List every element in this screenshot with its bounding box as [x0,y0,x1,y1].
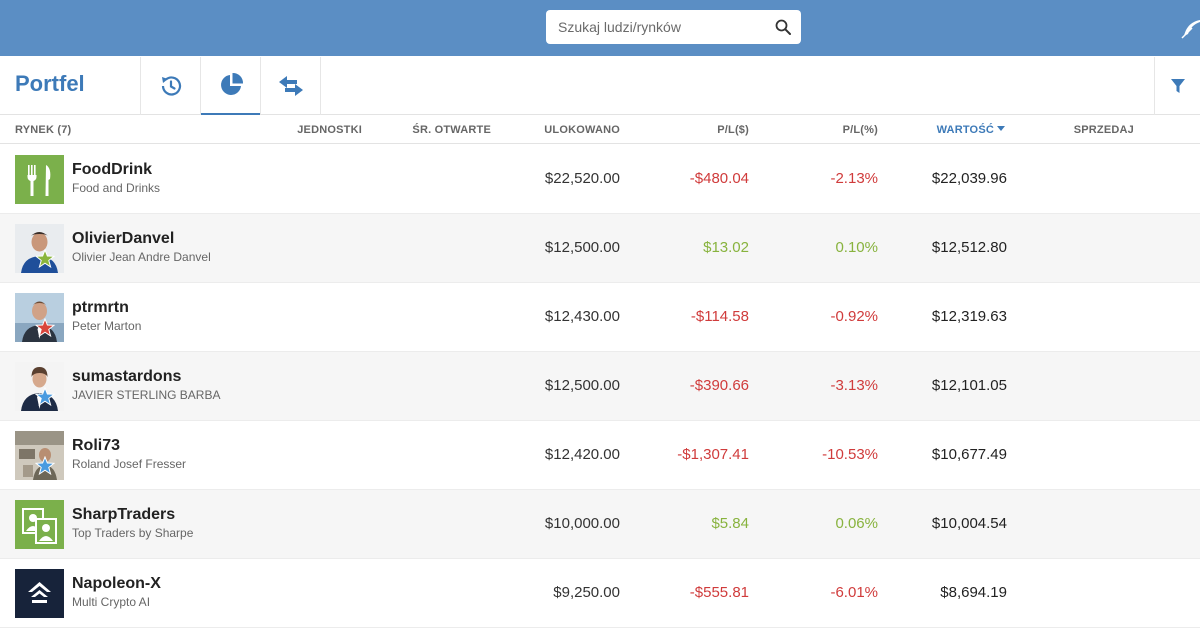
pl-pct-value: -0.92% [830,308,878,325]
tab-allocation[interactable] [201,57,261,115]
table-row[interactable]: Roli73 Roland Josef Fresser $12,420.00 -… [0,421,1200,490]
divider [200,57,201,115]
table-row[interactable]: sumastardons JAVIER STERLING BARBA $12,5… [0,352,1200,421]
row-subtitle: Olivier Jean Andre Danvel [72,250,211,264]
pl-pct-value: 0.06% [835,515,878,532]
total-value: $10,677.49 [931,446,1007,463]
pl-pct-value: -6.01% [830,584,878,601]
table-row[interactable]: SharpTraders Top Traders by Sharpe $10,0… [0,490,1200,559]
column-pl-usd[interactable]: P/L($) [717,124,749,136]
column-market[interactable]: RYNEK (7) [15,124,72,136]
sharp-traders-icon [15,500,64,549]
star-icon [35,387,55,407]
row-subtitle: Food and Drinks [72,181,161,195]
column-sell[interactable]: SPRZEDAJ [1073,124,1134,136]
top-bar [0,0,1200,56]
pl-usd-value: -$1,307.41 [677,446,749,463]
column-invested[interactable]: ULOKOWANO [544,124,620,136]
row-name[interactable]: Napoleon-X [72,575,161,592]
tab-history[interactable] [141,57,201,115]
table-header: RYNEK (7) JEDNOSTKI ŚR. OTWARTE ULOKOWAN… [0,116,1200,144]
sort-desc-icon [997,126,1005,131]
row-subtitle: Peter Marton [72,319,142,333]
invested-value: $9,250.00 [553,584,620,601]
pl-pct-value: 0.10% [835,239,878,256]
column-avg-open[interactable]: ŚR. OTWARTE [412,124,491,136]
swap-arrows-icon [279,76,303,96]
divider [260,57,261,115]
row-name[interactable]: sumastardons [72,368,182,385]
portfolio-table: FoodDrink Food and Drinks $22,520.00 -$4… [0,145,1200,628]
row-subtitle: JAVIER STERLING BARBA [72,388,221,402]
pl-pct-value: -3.13% [830,377,878,394]
row-name[interactable]: ptrmrtn [72,299,129,316]
filter-button[interactable] [1154,57,1200,115]
pl-usd-value: $5.84 [711,515,749,532]
row-subtitle: Multi Crypto AI [72,595,151,609]
total-value: $10,004.54 [931,515,1007,532]
portfolio-toolbar: Portfel [0,57,1200,115]
search-box[interactable] [546,10,801,44]
row-name[interactable]: FoodDrink [72,161,152,178]
page-title: Portfel [15,71,85,96]
divider [140,57,141,115]
pl-usd-value: -$480.04 [689,170,749,187]
pie-chart-icon [221,72,244,95]
total-value: $12,101.05 [931,377,1007,394]
total-value: $8,694.19 [940,584,1007,601]
table-row[interactable]: FoodDrink Food and Drinks $22,520.00 -$4… [0,145,1200,214]
row-subtitle: Top Traders by Sharpe [72,526,194,540]
user-photo [15,431,64,480]
total-value: $22,039.96 [931,170,1007,187]
pl-usd-value: -$114.58 [690,308,749,325]
invested-value: $12,500.00 [544,239,620,256]
column-value[interactable]: WARTOŚĆ [937,124,1005,136]
table-row[interactable]: OlivierDanvel Olivier Jean Andre Danvel … [0,214,1200,283]
search-input[interactable] [546,10,766,44]
total-value: $12,319.63 [931,308,1007,325]
pl-usd-value: -$555.81 [689,584,749,601]
napoleon-x-logo [15,569,64,618]
pl-usd-value: $13.02 [703,239,749,256]
invested-value: $12,500.00 [544,377,620,394]
invested-value: $12,420.00 [544,446,620,463]
column-units[interactable]: JEDNOSTKI [297,124,362,136]
pl-usd-value: -$390.66 [689,377,749,394]
pl-pct-value: -2.13% [830,170,878,187]
star-icon [35,456,55,476]
filter-funnel-icon [1170,79,1185,93]
tab-transfer[interactable] [261,57,321,115]
invested-value: $10,000.00 [544,515,620,532]
total-value: $12,512.80 [931,239,1007,256]
table-row[interactable]: ptrmrtn Peter Marton $12,430.00 -$114.58… [0,283,1200,352]
row-name[interactable]: SharpTraders [72,506,176,523]
row-name[interactable]: Roli73 [72,437,121,454]
row-name[interactable]: OlivierDanvel [72,230,175,247]
invested-value: $12,430.00 [544,308,620,325]
history-clock-icon [161,76,182,96]
column-pl-pct[interactable]: P/L(%) [842,124,878,136]
pl-pct-value: -10.53% [822,446,878,463]
invested-value: $22,520.00 [544,170,620,187]
feather-icon[interactable] [1180,18,1200,40]
search-icon[interactable] [775,19,791,35]
row-subtitle: Roland Josef Fresser [72,457,187,471]
table-row[interactable]: Napoleon-X Multi Crypto AI $9,250.00 -$5… [0,559,1200,628]
food-drink-icon [15,155,64,204]
star-icon [35,318,55,338]
star-icon [35,249,55,269]
divider [320,57,321,115]
